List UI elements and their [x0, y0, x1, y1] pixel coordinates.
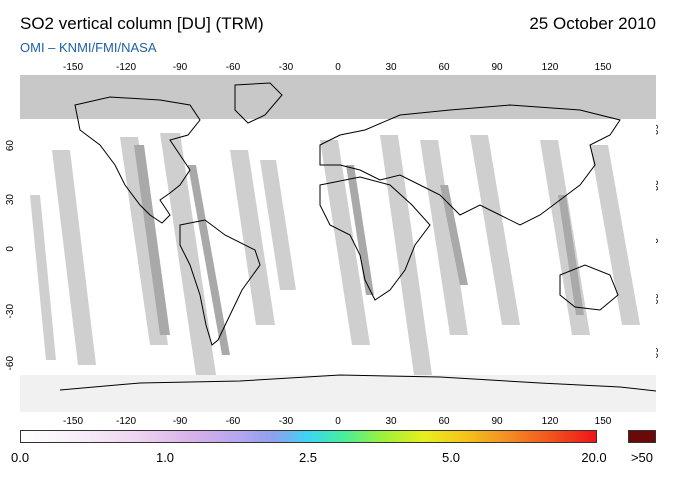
orbit-swath-dark	[134, 145, 584, 355]
lon-tick-top: -60	[225, 62, 241, 73]
lon-tick-bottom: 90	[491, 416, 503, 427]
lat-tick-left: 60	[5, 140, 16, 152]
overflow-color-box	[628, 430, 656, 443]
south-polar-band	[20, 375, 656, 412]
so2-colorbar	[20, 430, 597, 443]
colorbar-label: 20.0	[581, 450, 607, 465]
lon-tick-top: 30	[385, 62, 397, 73]
so2-world-map	[20, 75, 656, 412]
lon-tick-top: 150	[594, 62, 612, 73]
lat-tick-left: 30	[5, 194, 16, 206]
lon-tick-bottom: -90	[172, 416, 188, 427]
lon-tick-bottom: -30	[278, 416, 294, 427]
lon-tick-top: 90	[491, 62, 503, 73]
lon-tick-bottom: 0	[335, 416, 341, 427]
colorbar-label: 1.0	[155, 450, 175, 465]
lat-tick-left: -30	[5, 304, 16, 319]
lon-tick-bottom: 120	[541, 416, 559, 427]
lon-tick-bottom: 60	[438, 416, 450, 427]
lon-tick-bottom: -150	[62, 416, 84, 427]
lon-tick-top: 60	[438, 62, 450, 73]
lon-tick-bottom: -60	[225, 416, 241, 427]
data-credit: OMI – KNMI/FMI/NASA	[20, 40, 157, 55]
lon-tick-top: 0	[335, 62, 341, 73]
lon-tick-bottom: 150	[594, 416, 612, 427]
lon-tick-top: -150	[62, 62, 84, 73]
lat-tick-left: -60	[5, 356, 16, 371]
lon-tick-top: -90	[172, 62, 188, 73]
lon-tick-top: -30	[278, 62, 294, 73]
lat-tick-left: 0	[5, 246, 16, 252]
lon-tick-top: 120	[541, 62, 559, 73]
map-title: SO2 vertical column [DU] (TRM)	[20, 14, 264, 33]
colorbar-label: 2.5	[298, 450, 318, 465]
lon-tick-bottom: 30	[385, 416, 397, 427]
lon-tick-bottom: -120	[115, 416, 137, 427]
colorbar-label: 0.0	[11, 450, 30, 465]
lon-tick-top: -120	[115, 62, 137, 73]
coastlines	[59, 82, 656, 392]
overflow-label: >50	[630, 450, 654, 465]
north-polar-nodata	[20, 75, 656, 119]
colorbar-label: 5.0	[441, 450, 461, 465]
map-date: 25 October 2010	[529, 14, 656, 33]
